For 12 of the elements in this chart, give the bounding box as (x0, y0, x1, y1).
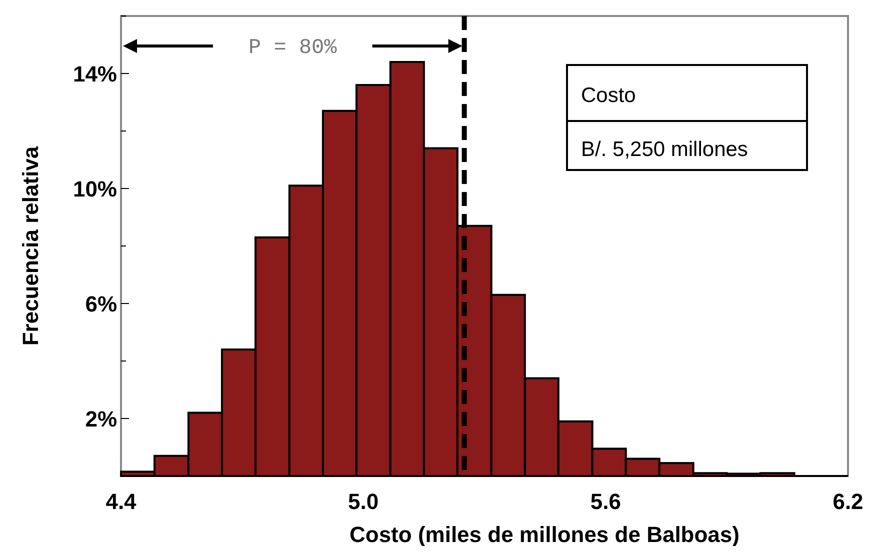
annotation: P = 80% (248, 37, 338, 60)
annotation: Costo (581, 84, 636, 107)
y-axis-title: Frecuencia relativa (18, 146, 43, 346)
y-tick-label: 14% (72, 62, 117, 86)
x-tick-label: 5.6 (590, 489, 621, 514)
x-tick-label: 6.2 (832, 489, 864, 514)
y-tick-label: 6% (85, 292, 117, 316)
annotation: B/. 5,250 millones (581, 138, 748, 161)
x-tick-label: 4.4 (106, 489, 138, 514)
x-tick-label: 5.0 (348, 489, 379, 514)
y-tick-label: 2% (85, 406, 117, 432)
y-tick-label: 10% (72, 176, 117, 202)
